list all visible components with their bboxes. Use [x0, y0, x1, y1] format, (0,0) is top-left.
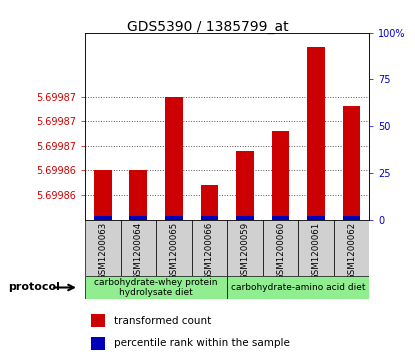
Bar [94, 170, 112, 220]
Text: GSM1200059: GSM1200059 [240, 222, 249, 280]
Bar [272, 216, 289, 220]
Text: protocol: protocol [8, 282, 60, 293]
Bar [227, 220, 263, 276]
Bar [298, 220, 334, 276]
Bar [94, 216, 112, 220]
Bar [85, 276, 227, 299]
Text: GSM1200061: GSM1200061 [312, 222, 320, 280]
Bar [272, 131, 289, 220]
Bar [343, 216, 361, 220]
Bar [192, 220, 227, 276]
Bar [91, 314, 105, 327]
Bar [307, 48, 325, 220]
Bar [91, 337, 105, 350]
Bar [121, 220, 156, 276]
Text: percentile rank within the sample: percentile rank within the sample [114, 338, 289, 348]
Bar [263, 220, 298, 276]
Text: GSM1200063: GSM1200063 [98, 222, 107, 280]
Text: GDS5390 / 1385799_at: GDS5390 / 1385799_at [127, 20, 288, 34]
Bar [85, 220, 121, 276]
Bar [236, 216, 254, 220]
Text: GSM1200062: GSM1200062 [347, 222, 356, 280]
Bar [227, 276, 369, 299]
Text: carbohydrate-whey protein
hydrolysate diet: carbohydrate-whey protein hydrolysate di… [94, 278, 218, 297]
Bar [200, 216, 218, 220]
Bar [165, 97, 183, 220]
Bar [165, 216, 183, 220]
Text: GSM1200060: GSM1200060 [276, 222, 285, 280]
Text: carbohydrate-amino acid diet: carbohydrate-amino acid diet [231, 283, 366, 292]
Bar [334, 220, 369, 276]
Text: GSM1200065: GSM1200065 [169, 222, 178, 280]
Bar [200, 185, 218, 220]
Text: GSM1200066: GSM1200066 [205, 222, 214, 280]
Text: transformed count: transformed count [114, 316, 211, 326]
Bar [129, 170, 147, 220]
Bar [129, 216, 147, 220]
Text: GSM1200064: GSM1200064 [134, 222, 143, 280]
Bar [307, 216, 325, 220]
Bar [236, 151, 254, 220]
Bar [156, 220, 192, 276]
Bar [343, 106, 361, 220]
